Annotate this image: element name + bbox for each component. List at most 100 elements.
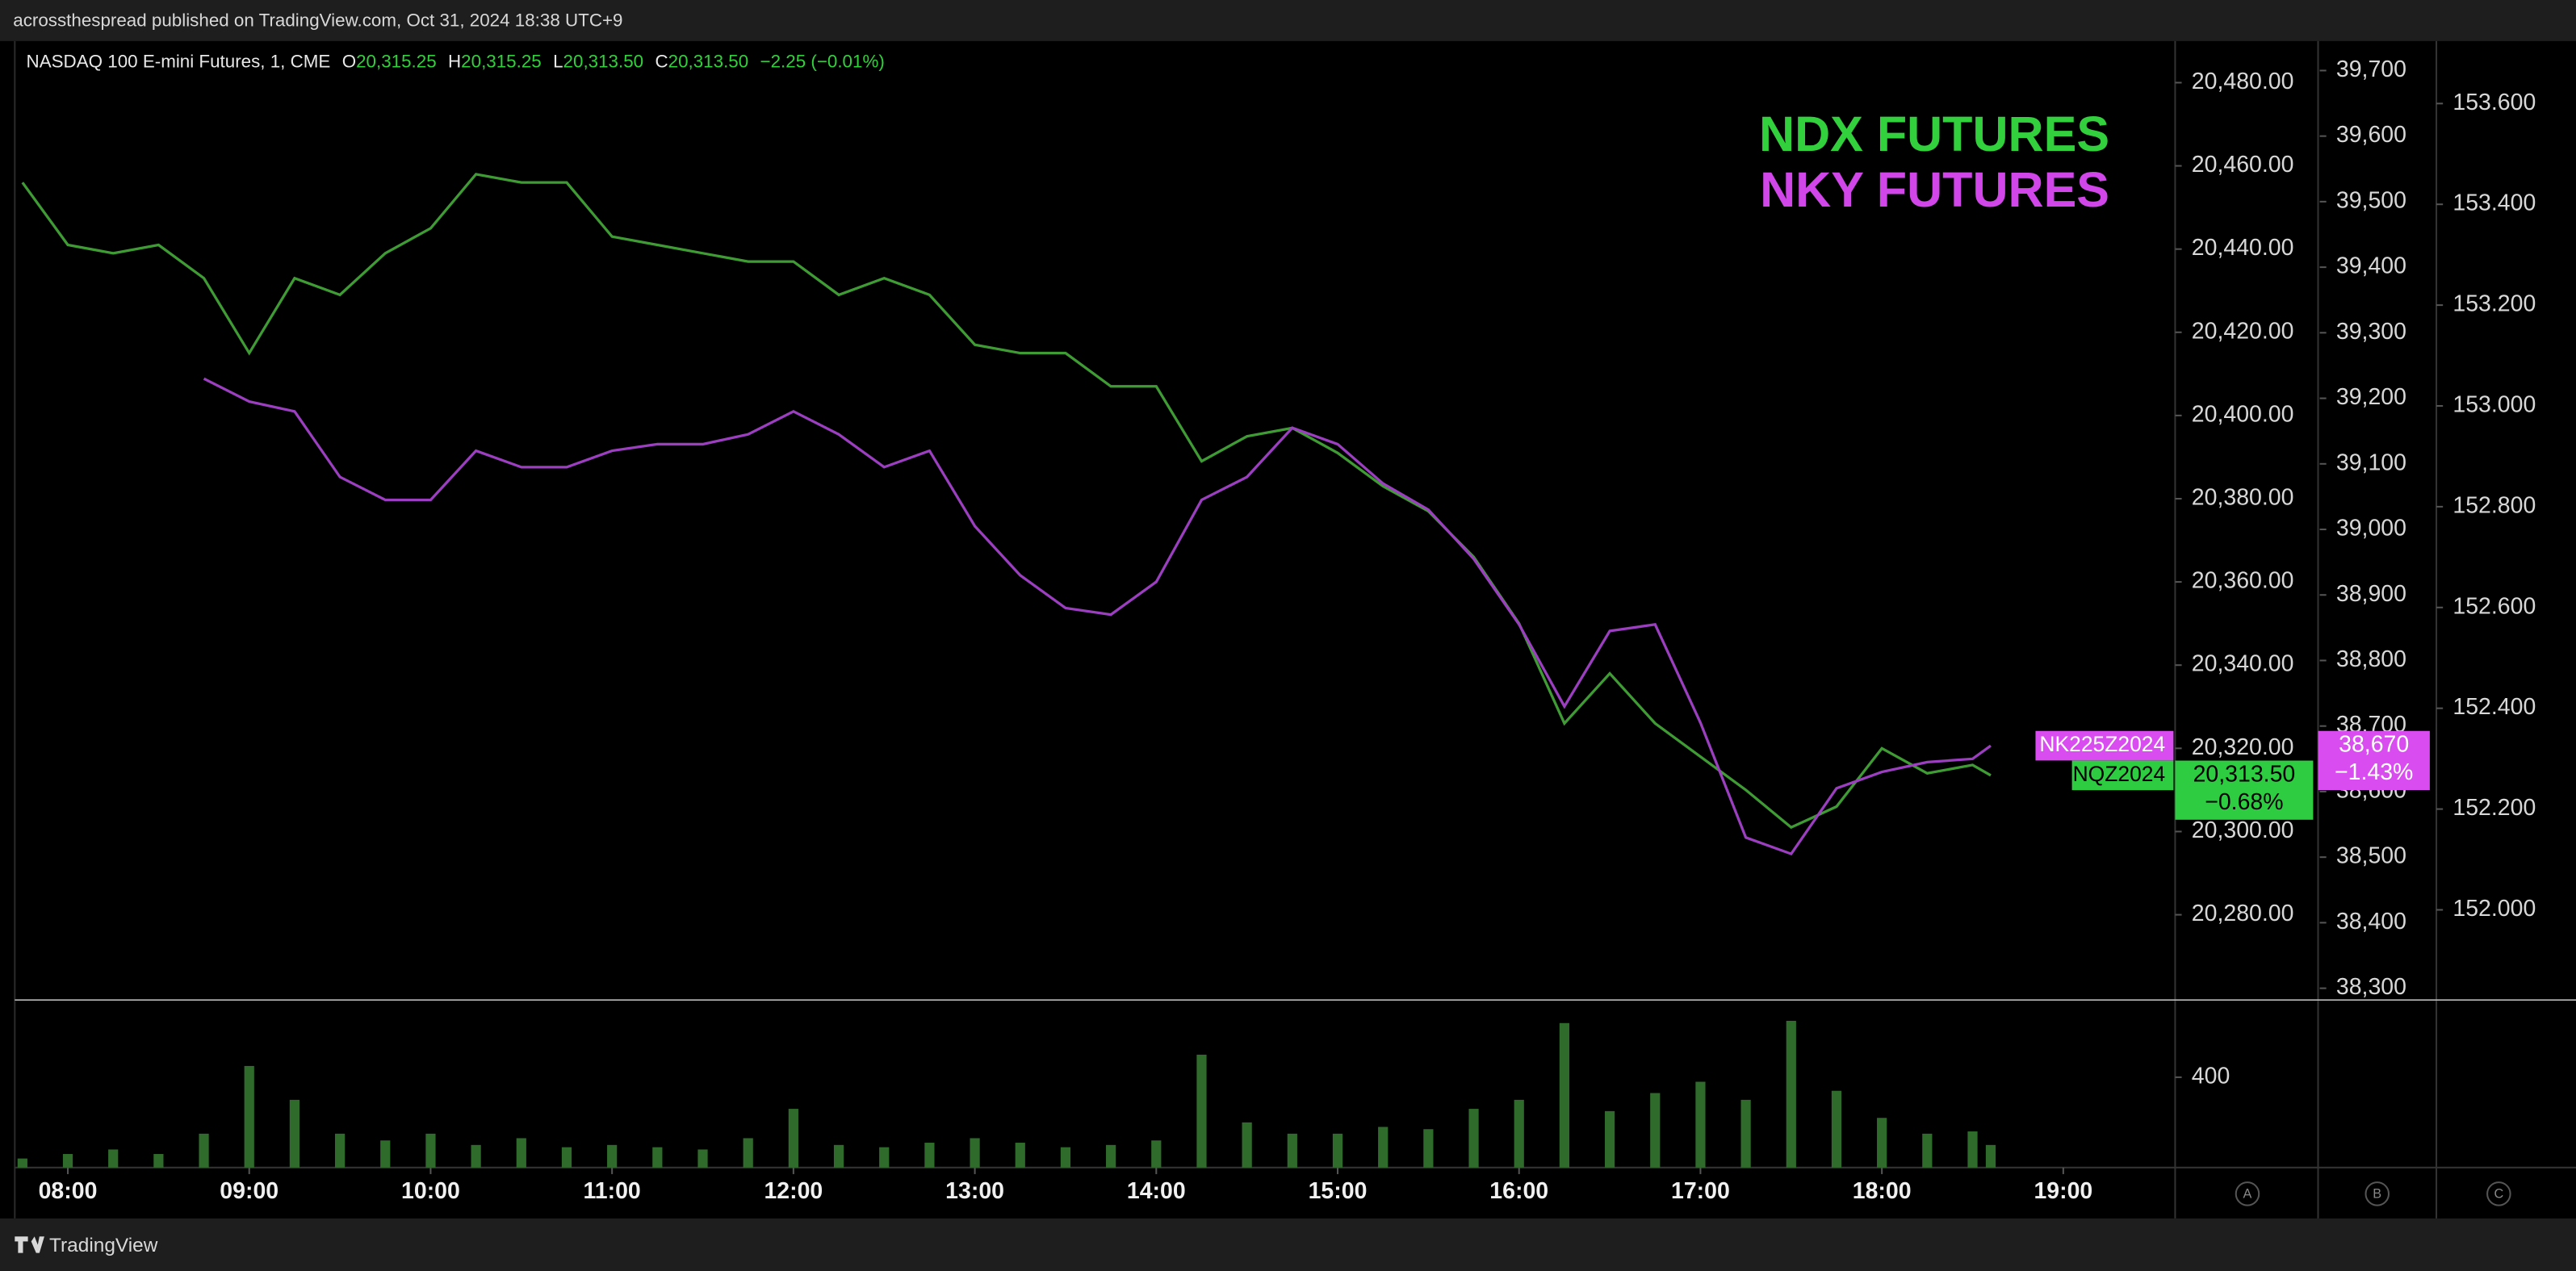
volume-bar bbox=[743, 1138, 753, 1168]
volume-bar bbox=[1922, 1133, 1933, 1168]
volume-bar bbox=[17, 1158, 27, 1168]
y-tick-label: 20,360.00 bbox=[2192, 568, 2294, 594]
y-tick-label: 152.400 bbox=[2452, 694, 2536, 720]
y-tick-label: 38,800 bbox=[2336, 646, 2406, 672]
volume-bar bbox=[879, 1147, 890, 1168]
y-tick-label: 20,460.00 bbox=[2192, 152, 2294, 178]
y-tick-label: 38,300 bbox=[2336, 974, 2406, 1000]
volume-bar bbox=[62, 1154, 73, 1168]
y-tick-label: 152.600 bbox=[2452, 593, 2536, 619]
legend-key: O bbox=[342, 51, 356, 71]
x-tick-label: 11:00 bbox=[584, 1178, 641, 1204]
series-title: NDX FUTURES bbox=[1759, 107, 2109, 161]
series-line bbox=[203, 377, 1992, 856]
header-text: acrossthespread published on TradingView… bbox=[13, 10, 622, 30]
volume-bar bbox=[1332, 1133, 1343, 1168]
axis-button-label[interactable]: A bbox=[2243, 1187, 2252, 1202]
volume-bar bbox=[380, 1140, 391, 1168]
volume-bar bbox=[1106, 1144, 1116, 1168]
price-tag-label: 20,313.50 bbox=[2193, 761, 2296, 787]
y-tick-label: 153.200 bbox=[2452, 291, 2536, 317]
y-tick-label: 153.600 bbox=[2452, 90, 2536, 115]
symbol-tag-label: NK225Z2024 bbox=[2039, 732, 2165, 756]
x-tick-label: 13:00 bbox=[945, 1178, 1004, 1204]
y-tick-label: 39,700 bbox=[2336, 56, 2406, 82]
x-tick-label: 12:00 bbox=[764, 1178, 823, 1204]
volume-bar bbox=[289, 1099, 300, 1168]
price-tag-change: −1.43% bbox=[2335, 759, 2413, 785]
y-tick-label: 20,420.00 bbox=[2192, 318, 2294, 344]
volume-bar bbox=[1196, 1054, 1207, 1168]
volume-bar bbox=[1650, 1093, 1661, 1168]
x-tick-label: 08:00 bbox=[39, 1178, 98, 1204]
volume-bar bbox=[1242, 1122, 1252, 1168]
volume-bar bbox=[425, 1133, 436, 1168]
volume-bar bbox=[1559, 1022, 1570, 1168]
axis-button-label[interactable]: B bbox=[2373, 1187, 2381, 1202]
y-tick-label: 20,320.00 bbox=[2192, 734, 2294, 760]
legend-line: NASDAQ 100 E-mini Futures, 1, CME O20,31… bbox=[27, 51, 885, 71]
axis-button-label[interactable]: C bbox=[2494, 1187, 2503, 1202]
volume-bar bbox=[924, 1143, 935, 1168]
y-tick-label: 153.000 bbox=[2452, 392, 2536, 418]
legend-value: 20,315.25 bbox=[461, 51, 542, 71]
volume-bar bbox=[1015, 1143, 1025, 1168]
legend-symbol: NASDAQ 100 E-mini Futures, 1, CME bbox=[27, 51, 331, 71]
y-tick-label: 39,000 bbox=[2336, 516, 2406, 541]
legend-key: H bbox=[448, 51, 461, 71]
x-tick-label: 17:00 bbox=[1671, 1178, 1730, 1204]
volume-bar bbox=[471, 1144, 481, 1168]
y-tick-label: 38,900 bbox=[2336, 581, 2406, 607]
x-tick-label: 15:00 bbox=[1309, 1178, 1368, 1204]
legend-change: −2.25 (−0.01%) bbox=[760, 51, 885, 71]
y-tick-label: 20,280.00 bbox=[2192, 901, 2294, 926]
y-tick-label: 38,400 bbox=[2336, 909, 2406, 934]
volume-bar bbox=[1985, 1144, 1996, 1168]
volume-bar bbox=[244, 1065, 254, 1168]
volume-bar bbox=[1695, 1081, 1706, 1168]
y-tick-label: 39,100 bbox=[2336, 449, 2406, 475]
volume-bar bbox=[607, 1144, 618, 1168]
y-tick-label: 20,300.00 bbox=[2192, 817, 2294, 843]
volume-bar bbox=[1831, 1090, 1842, 1168]
volume-bar bbox=[1740, 1099, 1751, 1168]
x-tick-label: 09:00 bbox=[220, 1178, 279, 1204]
legend-value: 20,313.50 bbox=[563, 51, 644, 71]
footer-brand: TradingView bbox=[49, 1235, 158, 1256]
y-tick-label: 39,300 bbox=[2336, 319, 2406, 345]
volume-bar bbox=[1604, 1110, 1615, 1168]
axis-button[interactable] bbox=[2486, 1181, 2511, 1206]
axis-button[interactable] bbox=[2235, 1181, 2260, 1206]
y-tick-label: 20,440.00 bbox=[2192, 235, 2294, 261]
symbol-tag-label: NQZ2024 bbox=[2073, 762, 2166, 786]
y-tick-label: 152.200 bbox=[2452, 795, 2536, 821]
volume-bar bbox=[334, 1133, 346, 1168]
legend-key: L bbox=[553, 51, 563, 71]
price-tag-label: 38,670 bbox=[2339, 732, 2409, 758]
legend-value: 20,315.25 bbox=[356, 51, 437, 71]
series-line bbox=[21, 173, 1992, 830]
volume-bar bbox=[1151, 1140, 1162, 1168]
y-tick-label: 38,500 bbox=[2336, 843, 2406, 869]
symbol-tag bbox=[2071, 760, 2174, 791]
x-tick-label: 16:00 bbox=[1489, 1178, 1548, 1204]
header-bar bbox=[0, 0, 2576, 41]
volume-bar bbox=[1468, 1109, 1479, 1168]
volume-bar bbox=[108, 1149, 119, 1168]
y-tick-label: 39,200 bbox=[2336, 384, 2406, 410]
volume-bar bbox=[199, 1133, 209, 1168]
volume-bar bbox=[561, 1147, 572, 1168]
legend-key: C bbox=[655, 51, 668, 71]
footer-bar bbox=[0, 1218, 2576, 1271]
footer-logo bbox=[15, 1236, 44, 1253]
y-tick-label: 152.000 bbox=[2452, 896, 2536, 922]
y-tick-label: 20,340.00 bbox=[2192, 651, 2294, 677]
price-tag-change: −0.68% bbox=[2205, 789, 2283, 815]
axis-button[interactable] bbox=[2364, 1181, 2390, 1206]
y-tick-label: 20,380.00 bbox=[2192, 485, 2294, 511]
y-tick-label: 20,480.00 bbox=[2192, 69, 2294, 94]
volume-bar bbox=[1287, 1133, 1297, 1168]
price-tag bbox=[2175, 760, 2314, 820]
